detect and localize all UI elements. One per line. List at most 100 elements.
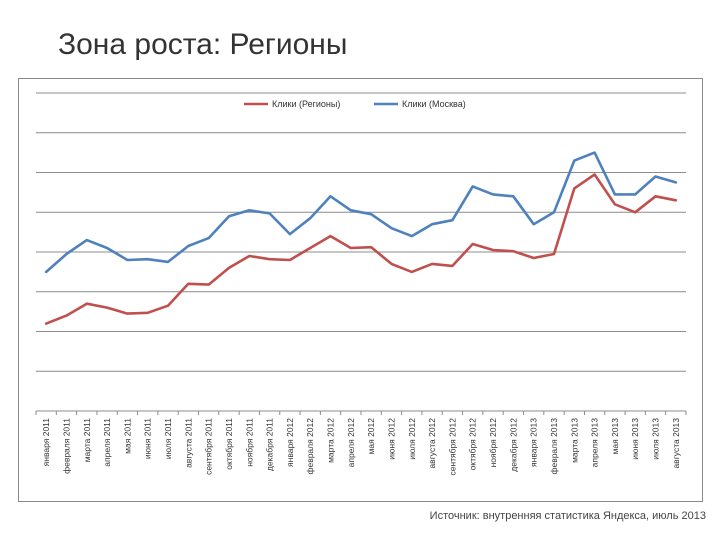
data-point: [674, 181, 677, 184]
x-tick-label: июля 2012: [407, 418, 417, 460]
data-point: [106, 247, 108, 249]
x-tick-label: марта 2011: [82, 418, 92, 463]
source-note: Источник: внутренняя статистика Яндекса,…: [429, 510, 706, 522]
x-tick-label: апреля 2013: [590, 418, 600, 468]
x-tick-label: декабря 2012: [508, 418, 518, 472]
x-tick-label: декабря 2011: [265, 418, 275, 471]
data-point: [65, 253, 68, 255]
data-point: [85, 302, 88, 305]
data-point: [512, 195, 515, 198]
data-point: [390, 227, 393, 230]
data-point: [553, 253, 555, 255]
data-point: [126, 312, 129, 315]
data-point: [471, 185, 474, 188]
data-point: [228, 215, 230, 218]
chart-canvas: января 2011 февраля 2011 марта 2011 апреля …: [35, 92, 687, 476]
data-point: [207, 283, 210, 286]
x-tick-label: августа 2011: [183, 418, 193, 468]
x-tick-label: апреля 2011: [102, 418, 112, 467]
x-tick-label: марта 2013: [569, 418, 579, 463]
data-point: [431, 263, 433, 265]
data-point: [248, 209, 251, 212]
data-point: [634, 193, 637, 196]
x-tick-label: января 2011: [41, 418, 51, 467]
x-tick-label: сентября 2011: [204, 418, 214, 475]
series-line-2: [44, 151, 678, 274]
legend-label-1: Клики (Регионы): [272, 99, 340, 109]
data-point: [309, 217, 312, 220]
x-tick-label: ноября 2012: [488, 418, 498, 468]
x-tick-label: марта 2012: [326, 418, 336, 463]
x-tick-label: мая 2012: [366, 418, 376, 455]
x-tick-label: января 2013: [529, 418, 539, 467]
x-tick-label: февраля 2011: [61, 418, 71, 474]
data-point: [146, 258, 149, 261]
x-tick-label: июля 2013: [651, 418, 661, 460]
data-point: [349, 247, 352, 249]
data-point: [593, 173, 596, 176]
x-tick-label: февраля 2013: [549, 418, 559, 475]
data-point: [410, 270, 413, 273]
x-tick-label: апреля 2012: [346, 418, 356, 468]
page-title: Зона роста: Регионы: [58, 28, 348, 61]
line-chart: января 2011 февраля 2011 марта 2011 апреля …: [18, 78, 703, 502]
data-point: [65, 314, 68, 317]
data-point: [85, 239, 88, 241]
x-tick-label: августа 2013: [671, 418, 681, 469]
data-point: [431, 223, 433, 226]
data-point: [187, 282, 190, 285]
x-tick-label: мая 2013: [610, 418, 620, 455]
x-tick-label: октября 2012: [468, 418, 478, 471]
data-point: [654, 175, 657, 178]
data-point: [289, 259, 291, 261]
data-point: [390, 263, 393, 265]
x-tick-label: сентября 2012: [447, 418, 457, 476]
data-point: [471, 243, 474, 245]
data-point: [289, 233, 291, 236]
data-point: [614, 193, 616, 196]
data-point: [187, 245, 190, 247]
x-tick-label: января 2012: [285, 418, 295, 467]
data-point: [167, 261, 169, 263]
data-point: [349, 209, 352, 212]
series-line-1: [44, 173, 678, 325]
data-point: [573, 159, 576, 162]
data-point: [674, 199, 677, 202]
data-point: [614, 203, 616, 206]
data-point: [329, 235, 332, 238]
data-point: [451, 265, 454, 267]
data-point: [532, 257, 535, 259]
data-point: [329, 195, 332, 198]
data-point: [451, 219, 454, 222]
data-point: [370, 213, 373, 216]
data-point: [228, 267, 230, 269]
data-point: [207, 237, 210, 239]
data-point: [593, 151, 596, 154]
x-tick-label: июня 2013: [630, 418, 640, 460]
data-point: [248, 255, 251, 257]
data-point: [309, 247, 312, 249]
x-tick-label: октября 2011: [224, 418, 234, 470]
x-tick-label: июня 2011: [143, 418, 153, 459]
data-point: [553, 211, 555, 214]
data-point: [370, 246, 373, 249]
data-point: [167, 304, 169, 307]
x-tick-label: мая 2011: [122, 418, 132, 454]
x-tick-label: июня 2012: [386, 418, 396, 460]
data-point: [146, 311, 149, 314]
data-point: [106, 306, 108, 309]
x-tick-label: августа 2012: [427, 418, 437, 469]
data-point: [410, 235, 413, 238]
data-point: [512, 250, 515, 253]
data-point: [45, 270, 48, 273]
x-tick-label: ноября 2011: [244, 418, 254, 467]
data-point: [492, 193, 494, 196]
data-point: [573, 187, 576, 190]
x-tick-label: февраля 2012: [305, 418, 315, 475]
legend-label-2: Клики (Москва): [402, 99, 466, 109]
data-point: [532, 223, 535, 226]
data-point: [654, 195, 657, 198]
data-point: [126, 259, 129, 261]
data-point: [492, 249, 494, 251]
data-point: [268, 212, 271, 215]
